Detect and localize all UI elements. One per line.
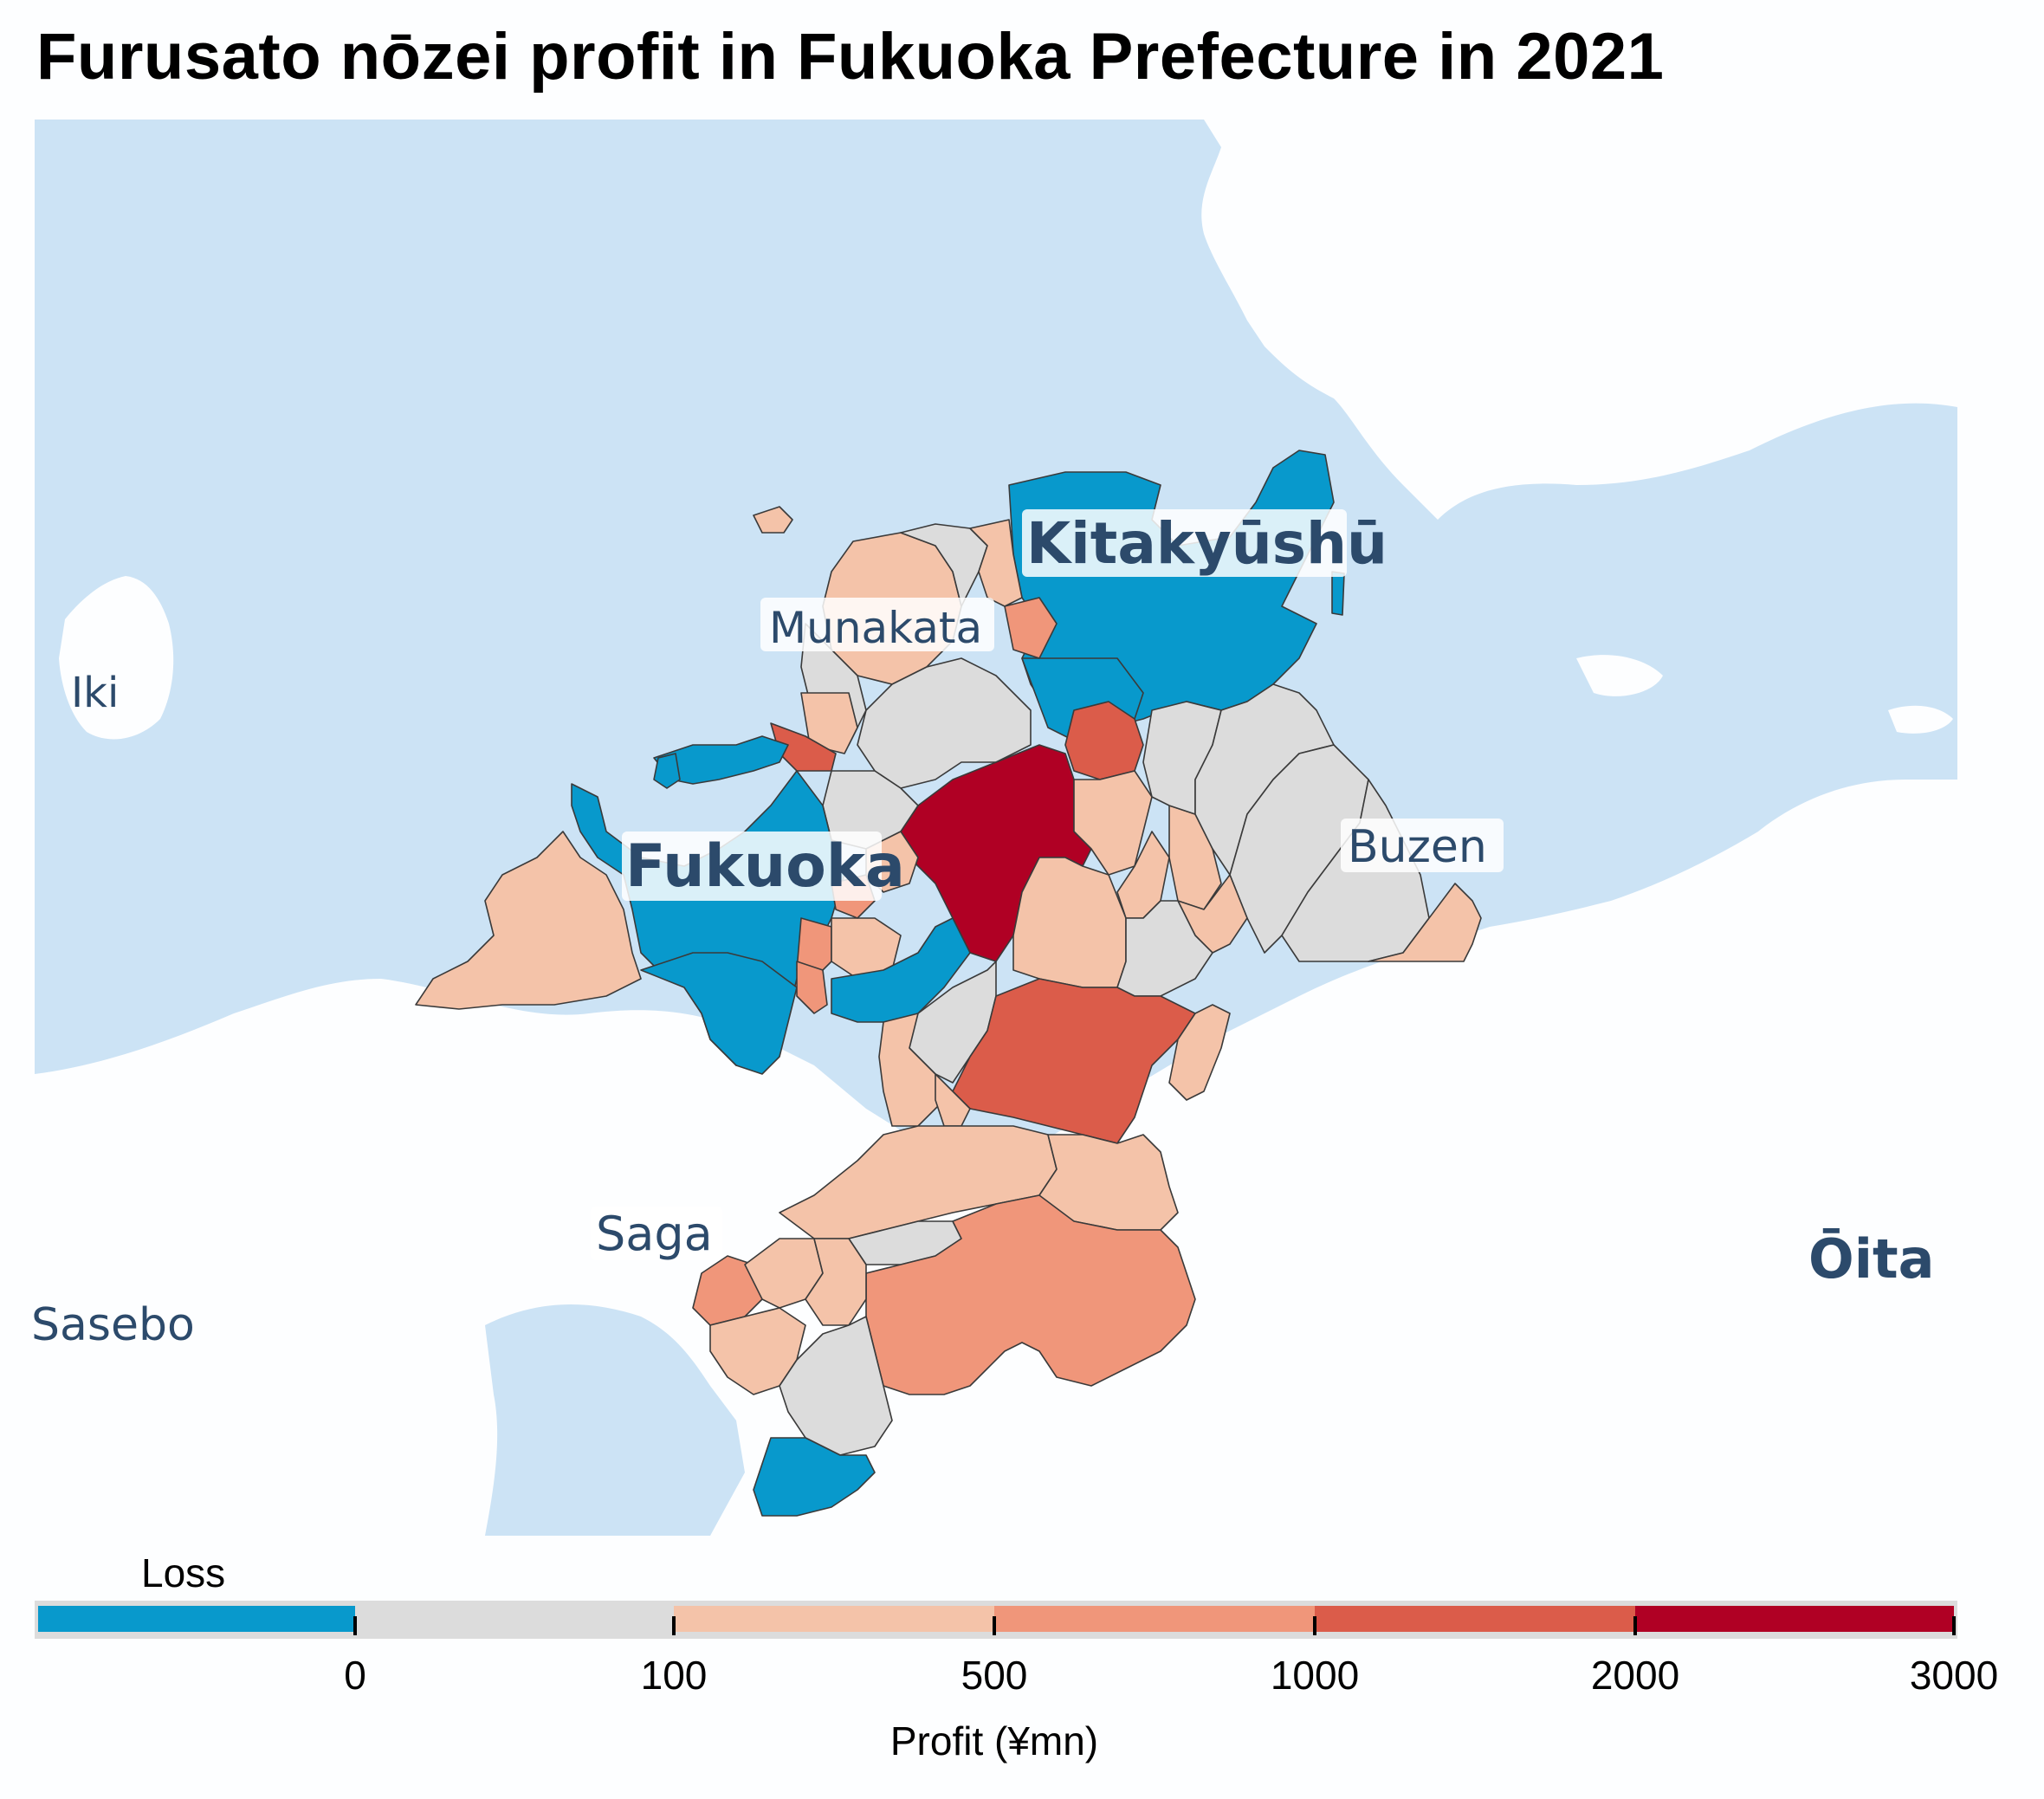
legend-axis-label: Profit (¥mn) [890, 1718, 1098, 1763]
land-islet-1 [1576, 655, 1663, 696]
legend-swatch-0-100 [355, 1606, 674, 1632]
land-islet-2 [1888, 705, 1953, 734]
legend-swatch-100-500 [674, 1606, 994, 1632]
muni-buzen [1368, 883, 1482, 962]
legend-tick-label-0: 0 [344, 1653, 366, 1698]
muni-miyama [779, 1316, 893, 1456]
muni-itoshima [415, 831, 642, 1010]
label-iki: Iki [71, 669, 119, 717]
muni-ogori [878, 1013, 945, 1127]
legend-swatch-500-1000 [994, 1606, 1315, 1632]
muni-toho [1168, 1004, 1231, 1101]
label-buzen: Buzen [1348, 821, 1487, 873]
label-munakata: Munakata [769, 603, 982, 653]
muni-onojo [796, 961, 828, 1014]
land-sasebo [35, 1195, 242, 1438]
land-iki [59, 576, 174, 740]
legend-tick-500 [993, 1616, 996, 1635]
legend-tick-100 [672, 1616, 676, 1635]
muni-koga [800, 692, 858, 754]
label-sasebo: Sasebo [31, 1299, 195, 1351]
legend-swatch-2000-3000 [1635, 1606, 1954, 1632]
muni-omuta [753, 1437, 876, 1517]
muni-kitakyushu-island [1331, 571, 1345, 616]
muni-akamura [1116, 900, 1213, 997]
legend-tick-1000 [1313, 1616, 1316, 1635]
legend-tick-label-100: 100 [641, 1653, 708, 1698]
muni-kama [1073, 770, 1153, 876]
land-oita-coast [1685, 793, 1957, 1273]
label-saga: Saga [596, 1207, 713, 1261]
muni-shikanoshima [653, 753, 681, 789]
legend-tick-label-1000: 1000 [1271, 1653, 1359, 1698]
place-labels: Kitakyūshū Munakata Iki Fukuoka Buzen Sa… [31, 509, 1934, 1351]
muni-munakata-islet [753, 506, 793, 534]
muni-fukuoka-coast [653, 735, 789, 785]
legend-tick-0 [353, 1616, 357, 1635]
muni-okawa [692, 1255, 763, 1326]
muni-keisen [1012, 857, 1127, 988]
legend-loss-label: Loss [141, 1550, 225, 1595]
ariake-sea [485, 1304, 745, 1536]
legend-swatch-1000-2000 [1315, 1606, 1635, 1632]
legend-tick-label-2000: 2000 [1591, 1653, 1679, 1698]
muni-chikushino [831, 917, 971, 1023]
label-kitakyushu: Kitakyūshū [1026, 510, 1387, 577]
label-fukuoka: Fukuoka [625, 832, 905, 901]
page-title: Furusato nōzei profit in Fukuoka Prefect… [36, 20, 1665, 94]
land-honshu [1201, 120, 1957, 520]
legend-tick-2000 [1633, 1616, 1637, 1635]
muni-nakama [1004, 597, 1058, 659]
legend-tick-label-500: 500 [961, 1653, 1028, 1698]
legend-swatch-loss [38, 1606, 355, 1632]
legend-tick-3000 [1952, 1616, 1956, 1635]
legend-tick-label-3000: 3000 [1910, 1653, 1998, 1698]
muni-nakagawa [640, 952, 798, 1075]
legend: Loss 0 100 500 1000 2000 3000 Profit (¥m… [35, 1550, 1998, 1763]
label-oita: Ōita [1808, 1227, 1934, 1291]
